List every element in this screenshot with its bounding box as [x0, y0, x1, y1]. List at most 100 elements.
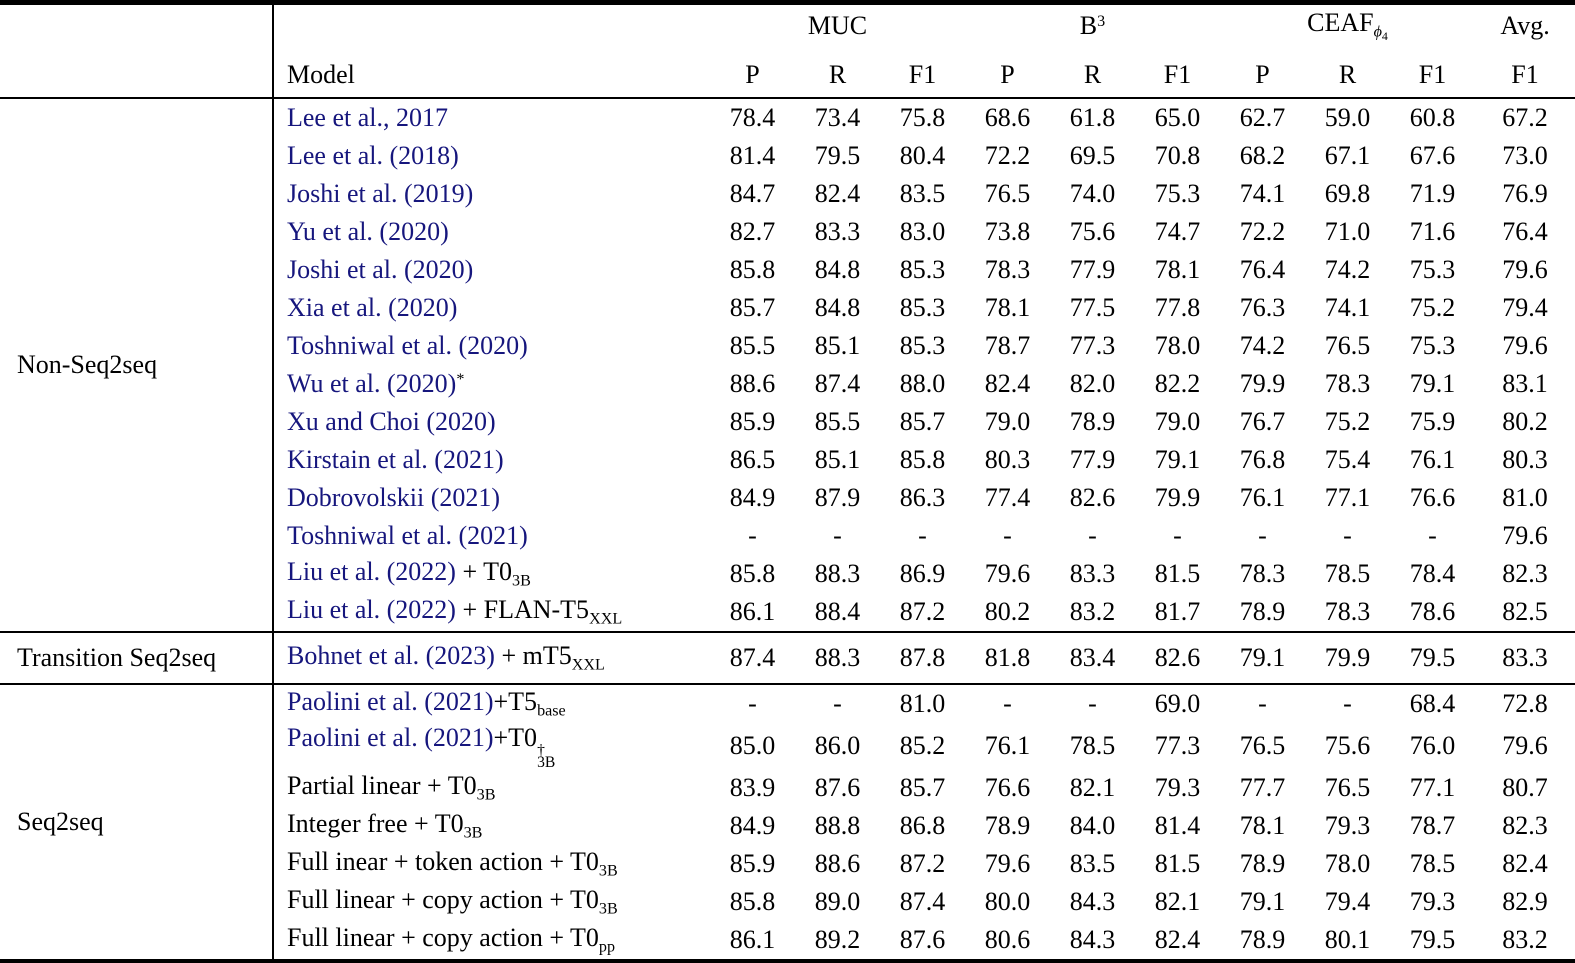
metric-cell: 60.8 — [1409, 103, 1456, 132]
table-row: Wu et al. (2020)* 88.6 87.4 88.0 82.4 82.0 82.… — [0, 365, 1575, 403]
group-label: Seq2seq — [0, 682, 274, 962]
metric-cell: 78.9 — [984, 810, 1031, 840]
metric-cell: 79.0 — [984, 407, 1031, 436]
metric-cell: - — [710, 683, 795, 723]
citation-link[interactable]: Yu et al. (2020) — [287, 217, 449, 246]
model-column-spacer — [273, 3, 710, 48]
model-cell: Joshi et al. (2020) — [273, 251, 710, 289]
text-segment: XXL — [571, 656, 605, 674]
metric-cell: 86.0 — [814, 730, 861, 760]
metric-cell: 85.8 — [729, 255, 776, 284]
metric-cell: 82.4 — [814, 179, 861, 208]
metric-cell: 59.0 — [1324, 103, 1371, 132]
citation-link[interactable]: Joshi et al. (2020) — [287, 255, 474, 284]
metric-cell: 79.9 — [1305, 631, 1390, 684]
metric-cell: 68.2 — [1239, 141, 1286, 170]
column-group-header-b3: B3 — [965, 3, 1220, 48]
metric-cell: 84.3 — [1069, 886, 1116, 916]
column-header-ceaf-p: P — [1220, 47, 1305, 99]
citation-link[interactable]: Lee et al. (2018) — [287, 141, 459, 170]
metric-cell: 76.8 — [1239, 445, 1286, 474]
model-cell: Lee et al., 2017 — [273, 98, 710, 137]
citation-link[interactable]: Paolini et al. (2021) — [287, 723, 494, 752]
metric-cell: 78.1 — [984, 293, 1031, 322]
metric-cell: 83.3 — [1475, 631, 1575, 684]
metric-cell: 76.4 — [1239, 255, 1286, 284]
metric-cell: 67.2 — [1502, 103, 1548, 132]
metric-cell: 68.6 — [984, 103, 1031, 132]
metric-cell: 79.6 — [984, 559, 1031, 588]
metric-cell: 78.7 — [1409, 810, 1456, 840]
citation-link[interactable]: Xia et al. (2020) — [287, 293, 458, 322]
citation-link[interactable]: Kirstain et al. (2021) — [287, 445, 504, 474]
metric-cell: 76.3 — [1239, 293, 1286, 322]
model-cell: Xu and Choi (2020) — [273, 403, 710, 441]
text-segment: Integer free + T0 — [287, 809, 464, 839]
citation-link[interactable]: Lee et al., 2017 — [287, 103, 448, 132]
metric-cell: 85.8 — [729, 559, 776, 588]
metric-cell: 70.8 — [1154, 141, 1201, 170]
metric-cell: 83.3 — [1069, 559, 1116, 588]
citation-link[interactable]: Paolini et al. (2021) — [287, 687, 494, 717]
table-row: Liu et al. (2022) + FLAN-T5XXL 86.1 88.4 87… — [0, 593, 1575, 632]
metric-cell: 87.8 — [880, 631, 965, 684]
citation-link[interactable]: Dobrovolskii (2021) — [287, 483, 501, 512]
citation-link[interactable]: Joshi et al. (2019) — [287, 179, 474, 208]
metric-cell: 80.2 — [1502, 407, 1548, 436]
subscript-superscript-stack: † 3B — [537, 742, 556, 771]
metric-cell: 85.3 — [899, 331, 946, 360]
citation-link[interactable]: Wu et al. (2020) — [287, 369, 457, 398]
metric-cell: - — [833, 521, 842, 550]
metric-cell: 79.5 — [1390, 631, 1476, 684]
metric-cell: 74.0 — [1069, 179, 1116, 208]
metric-cell: 76.0 — [1409, 730, 1456, 760]
model-cell: Liu et al. (2022) + T03B — [273, 555, 710, 593]
metric-cell: 84.0 — [1069, 810, 1116, 840]
metric-cell: 75.9 — [1409, 407, 1456, 436]
metric-cell: - — [795, 683, 880, 723]
metric-cell: 78.5 — [1324, 559, 1371, 588]
metric-cell: 83.0 — [899, 217, 946, 246]
metric-cell: 88.0 — [899, 369, 946, 398]
citation-link[interactable]: Bohnet et al. (2023) — [287, 641, 495, 671]
metric-cell: 62.7 — [1239, 103, 1286, 132]
metric-cell: 74.2 — [1324, 255, 1371, 284]
citation-link[interactable]: Liu et al. (2022) — [287, 557, 456, 587]
metric-cell: 76.1 — [1409, 445, 1456, 474]
citation-link[interactable]: Liu et al. (2022) — [287, 595, 456, 625]
metric-cell: 75.8 — [899, 103, 946, 132]
model-cell: Integer free + T03B — [273, 807, 710, 845]
metric-cell: - — [1173, 521, 1182, 550]
metric-cell: 81.0 — [880, 683, 965, 723]
citation-link[interactable]: Xu and Choi (2020) — [287, 407, 496, 436]
metric-cell: 78.4 — [1409, 559, 1456, 588]
text-segment: MUC — [807, 11, 868, 40]
text-segment: Full linear + copy action + T0 — [287, 923, 599, 953]
table-header: MUC B3 CEAFϕ4 Avg. Model P R F1 P R F1 P R F1 F1 — [0, 2, 1575, 99]
metric-cell: 74.7 — [1154, 217, 1201, 246]
model-cell: Liu et al. (2022) + FLAN-T5XXL — [273, 593, 710, 632]
column-header-muc-f1: F1 — [880, 47, 965, 99]
model-cell: Lee et al. (2018) — [273, 137, 710, 175]
metric-cell: 82.6 — [1069, 483, 1116, 512]
metric-cell: 88.6 — [729, 369, 776, 398]
table-body: Non-Seq2seq Lee et al., 2017 78.4 73.4 75.8 6… — [0, 98, 1575, 962]
citation-link[interactable]: Toshniwal et al. (2020) — [287, 331, 528, 360]
metric-cell: 75.3 — [1409, 331, 1456, 360]
text-segment: +T0 — [493, 723, 538, 752]
table-row: Lee et al. (2018) 81.4 79.5 80.4 72.2 69.5 70.… — [0, 137, 1575, 175]
metric-cell: 85.5 — [729, 331, 776, 360]
metric-cell: 76.6 — [984, 772, 1031, 802]
column-header-muc-r: R — [795, 47, 880, 99]
metric-cell: 81.5 — [1154, 848, 1201, 878]
metric-cell: 86.9 — [899, 559, 946, 588]
citation-link[interactable]: Toshniwal et al. (2021) — [287, 521, 528, 550]
model-cell: Wu et al. (2020)* — [273, 365, 710, 403]
metric-cell: 85.3 — [899, 255, 946, 284]
model-cell: Paolini et al. (2021)+T0 † 3B — [273, 723, 710, 771]
model-size-subscript: 3B — [537, 753, 556, 771]
metric-cell: 71.0 — [1324, 217, 1371, 246]
metric-cell: 76.5 — [1239, 730, 1286, 760]
metric-cell: - — [918, 521, 927, 550]
metric-cell: 76.5 — [1324, 772, 1371, 802]
